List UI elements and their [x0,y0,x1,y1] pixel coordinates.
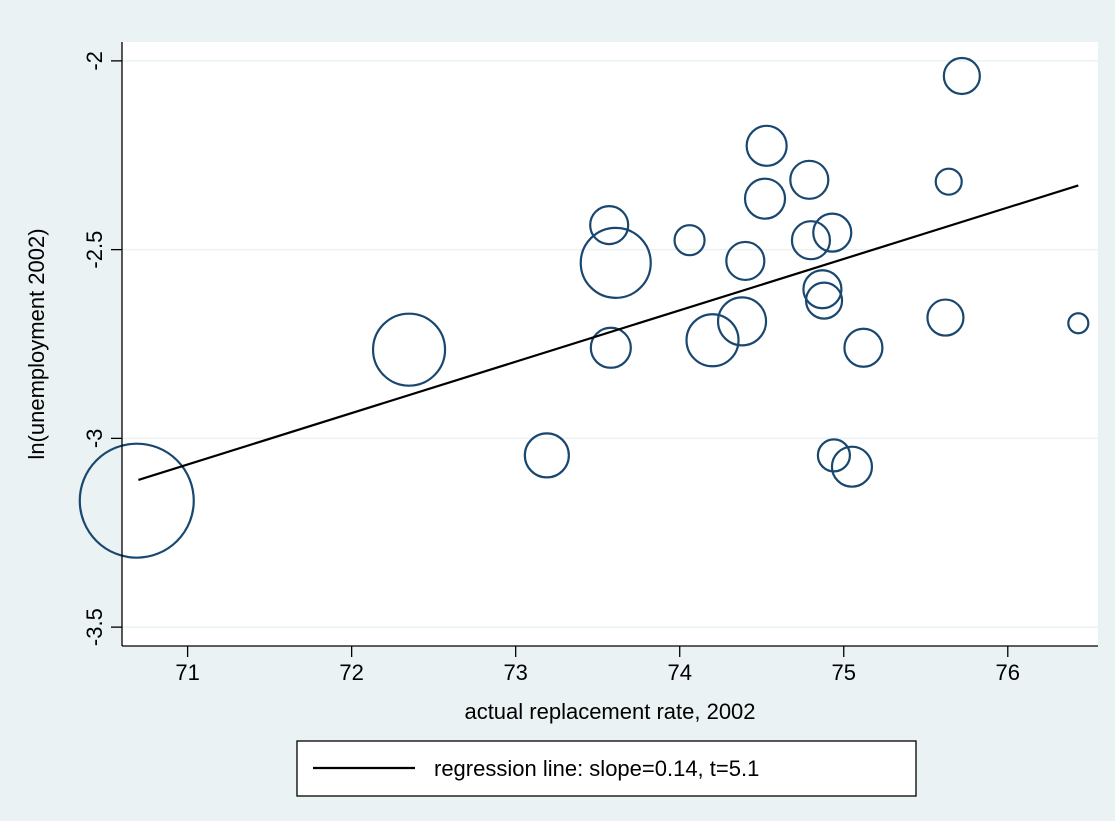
scatter-point [816,438,852,473]
scatter-point [673,224,706,257]
legend: regression line: slope=0.14, t=5.1 [296,740,917,797]
scatter-point [942,56,981,96]
y-tick-label: -3 [82,429,107,449]
regression-line-layer [138,184,1079,481]
x-axis-label: actual replacement rate, 2002 [464,699,755,724]
scatter-point [745,124,788,167]
plot-area [122,42,1098,646]
x-tick-label: 71 [175,660,199,685]
y-tick-label: -2 [82,51,107,71]
axes: -3.5 -3 -2.5 -2 71 72 73 74 75 76 [82,42,1098,685]
scatter-point [926,298,965,337]
gridlines [122,60,1098,628]
scatter-point [523,432,570,479]
x-tick-label: 73 [503,660,527,685]
scatter-point [843,327,884,368]
scatter-point [804,281,844,320]
scatter-point [790,220,832,261]
scatter-point [371,312,447,387]
legend-label: regression line: slope=0.14, t=5.1 [434,756,759,781]
scatter-point [579,226,652,299]
x-tick-label: 74 [667,660,691,685]
regression-line [138,184,1079,481]
scatter-point [789,159,830,200]
x-tick-label: 75 [832,660,856,685]
scatter-point [830,445,874,488]
x-tick-label: 72 [339,660,363,685]
scatter-point [1067,312,1090,335]
y-axis-label: ln(unemployment 2002) [24,228,49,459]
scatter-point [716,296,768,347]
y-tick-label: -3.5 [82,608,107,646]
y-tick-label: -2.5 [82,231,107,269]
scatter-point [802,269,843,310]
scatter-markers [78,56,1090,559]
scatter-point [685,313,740,368]
scatter-point [743,177,787,220]
x-tick-label: 76 [996,660,1020,685]
scatter-point [78,442,195,559]
scatter-point [934,167,963,196]
scatter-point [725,240,766,282]
scatter-point [589,204,630,246]
scatter-point [589,326,632,369]
scatter-point [812,212,853,253]
